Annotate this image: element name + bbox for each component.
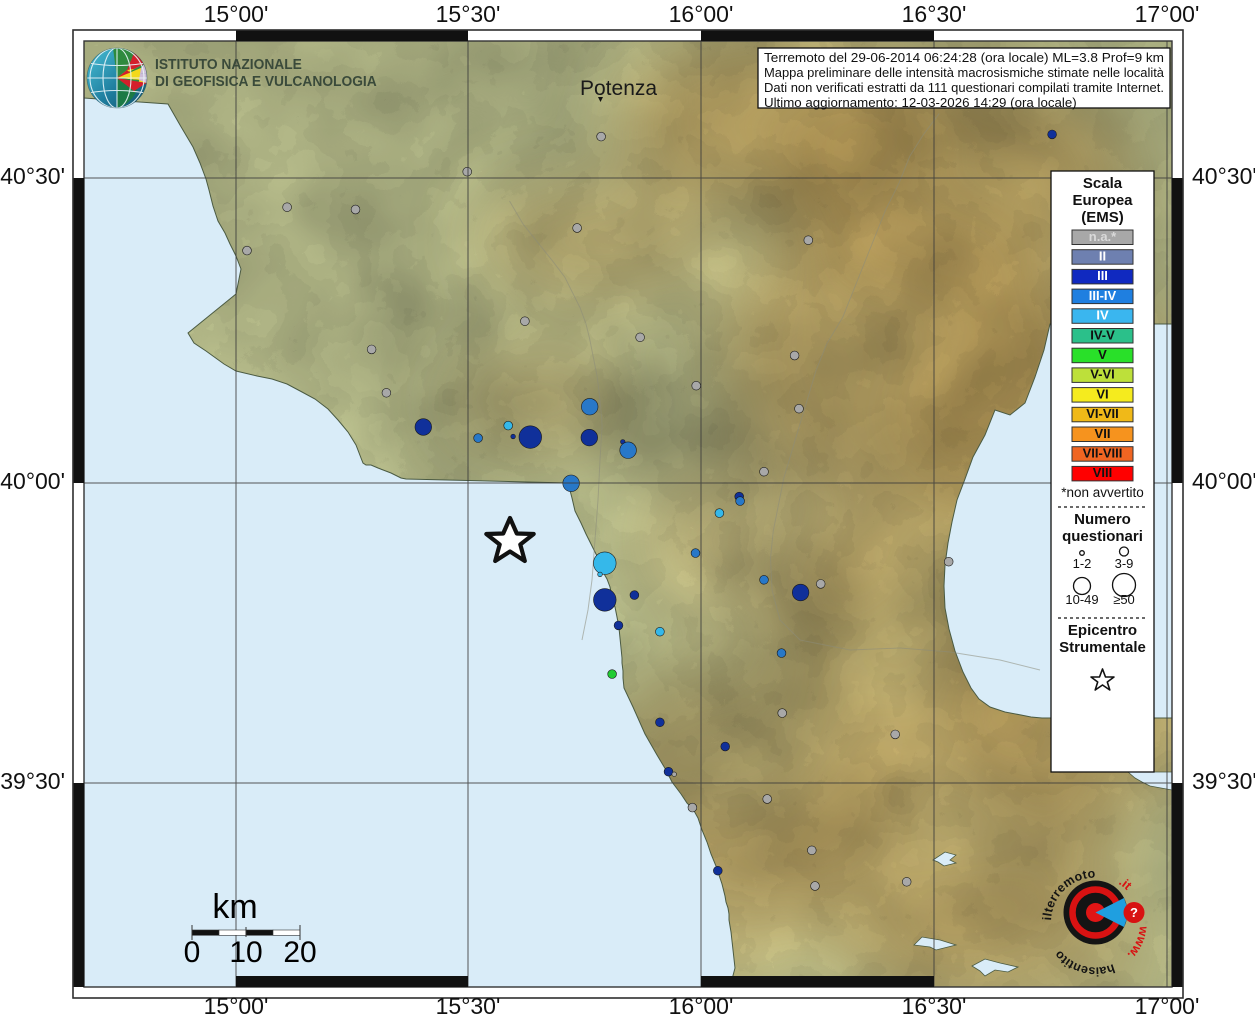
svg-text:VII: VII <box>1095 426 1111 441</box>
svg-text:V: V <box>1098 347 1107 362</box>
svg-text:km: km <box>212 888 257 926</box>
svg-text:3-9: 3-9 <box>1115 556 1134 571</box>
svg-text:16°30': 16°30' <box>902 993 967 1019</box>
svg-text:II: II <box>1099 249 1106 264</box>
svg-text:16°00': 16°00' <box>669 993 734 1019</box>
svg-text:VIII: VIII <box>1093 465 1113 480</box>
svg-text:Mappa preliminare delle intens: Mappa preliminare delle intensità macros… <box>764 65 1165 80</box>
svg-text:15°00': 15°00' <box>204 1 269 27</box>
svg-text:DI GEOFISICA E VULCANOLOGIA: DI GEOFISICA E VULCANOLOGIA <box>155 74 377 91</box>
svg-text:20: 20 <box>283 936 316 969</box>
svg-text:V-VI: V-VI <box>1090 367 1115 382</box>
svg-text:Numero: Numero <box>1074 511 1131 528</box>
svg-text:1-2: 1-2 <box>1073 556 1092 571</box>
svg-text:15°30': 15°30' <box>436 993 501 1019</box>
svg-text:Scala: Scala <box>1083 175 1123 192</box>
svg-text:Epicentro: Epicentro <box>1068 622 1137 639</box>
svg-text:15°30': 15°30' <box>436 1 501 27</box>
svg-text:n.a.*: n.a.* <box>1089 229 1117 244</box>
svg-text:III-IV: III-IV <box>1089 288 1117 303</box>
svg-text:40°30': 40°30' <box>1192 163 1255 189</box>
svg-text:16°30': 16°30' <box>902 1 967 27</box>
svg-text:III: III <box>1097 268 1108 283</box>
svg-text:16°00': 16°00' <box>669 1 734 27</box>
svg-text:Europea: Europea <box>1072 192 1133 209</box>
svg-text:10: 10 <box>229 936 262 969</box>
svg-text:17°00': 17°00' <box>1135 993 1200 1019</box>
svg-text:17°00': 17°00' <box>1135 1 1200 27</box>
svg-text:39°30': 39°30' <box>1192 768 1255 794</box>
svg-text:Ultimo aggiornamento: 12-03-20: Ultimo aggiornamento: 12-03-2026 14:29 (… <box>764 95 1077 110</box>
svg-text:Terremoto del 29-06-2014 06:24: Terremoto del 29-06-2014 06:24:28 (ora l… <box>764 50 1164 65</box>
svg-text:IV: IV <box>1096 308 1109 323</box>
svg-text:*non avvertito: *non avvertito <box>1061 485 1144 500</box>
svg-text:VI-VII: VI-VII <box>1086 406 1119 421</box>
svg-text:40°30': 40°30' <box>0 163 65 189</box>
svg-text:(EMS): (EMS) <box>1081 209 1124 226</box>
svg-text:VII-VIII: VII-VIII <box>1083 446 1123 461</box>
svg-text:IV-V: IV-V <box>1090 327 1115 342</box>
svg-text:questionari: questionari <box>1062 528 1143 545</box>
svg-text:?: ? <box>1130 905 1138 920</box>
svg-text:39°30': 39°30' <box>0 768 65 794</box>
svg-text:10-49: 10-49 <box>1065 592 1098 607</box>
svg-text:Dati non verificati estratti d: Dati non verificati estratti da 111 ques… <box>764 80 1164 95</box>
svg-text:ISTITUTO NAZIONALE: ISTITUTO NAZIONALE <box>155 57 302 74</box>
svg-text:15°00': 15°00' <box>204 993 269 1019</box>
svg-text:Potenza: Potenza <box>580 77 657 100</box>
svg-text:40°00': 40°00' <box>1192 468 1255 494</box>
svg-text:0: 0 <box>184 936 201 969</box>
svg-text:≥50: ≥50 <box>1113 592 1135 607</box>
svg-text:Strumentale: Strumentale <box>1059 639 1146 656</box>
svg-text:VI: VI <box>1096 386 1108 401</box>
svg-text:40°00': 40°00' <box>0 468 65 494</box>
